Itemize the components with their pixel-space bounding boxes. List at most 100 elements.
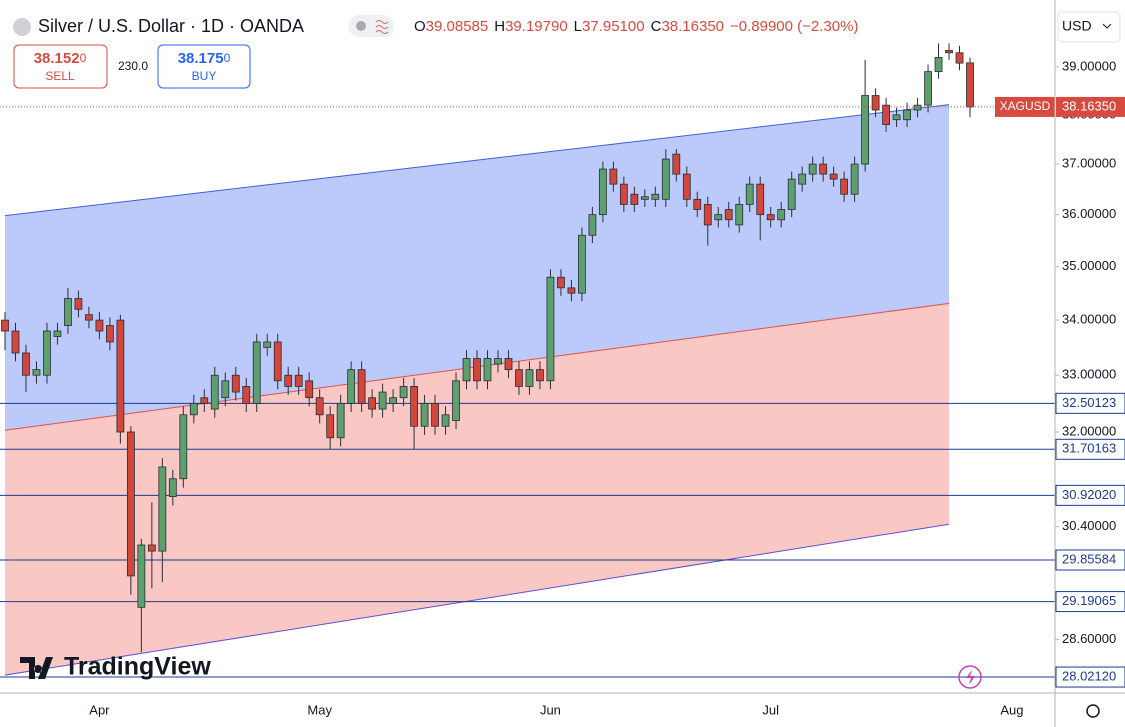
candle-body	[452, 380, 460, 421]
buy-button[interactable]	[157, 44, 251, 89]
candle-body	[924, 71, 932, 106]
ohlc-value: 39.08585	[426, 18, 489, 35]
candle-body	[126, 431, 135, 577]
candle-body	[819, 163, 828, 175]
buy-price: 38.1750	[178, 50, 231, 67]
channel-upper-line	[4, 104, 950, 217]
candle-body	[850, 163, 859, 195]
level-label-box	[1055, 484, 1125, 506]
candle-body	[64, 298, 72, 326]
candle-body	[1, 319, 9, 332]
candle-body	[252, 341, 261, 404]
candle-body	[168, 478, 177, 497]
candle-body	[347, 369, 356, 404]
candle-body	[861, 95, 870, 165]
candle-body	[588, 214, 597, 236]
candle-body	[231, 374, 240, 393]
candle-body	[315, 397, 324, 416]
sell-button[interactable]	[13, 44, 108, 89]
candle-body	[263, 341, 272, 348]
level-label: 28.02120	[1062, 668, 1116, 683]
candle-body	[410, 386, 418, 427]
currency-button[interactable]	[1057, 11, 1121, 43]
alert-bolt	[966, 670, 975, 685]
candle-body	[515, 369, 523, 387]
candle-body	[11, 330, 20, 354]
symbol-label: XAGUSD	[1000, 99, 1051, 113]
last-price-box	[1056, 96, 1125, 117]
channel-upper-area	[5, 104, 950, 431]
y-tick-label: 30.40000	[1062, 518, 1116, 533]
buy-label: BUY	[192, 69, 217, 83]
ohlc-value: 39.19790	[505, 18, 568, 35]
candle-body	[892, 114, 901, 121]
ohlc-key: L	[574, 18, 582, 35]
candle-body	[745, 183, 754, 205]
candle-body	[871, 95, 880, 111]
sell-label: SELL	[45, 69, 75, 83]
candle-body	[945, 50, 953, 54]
candle-body	[210, 374, 219, 410]
ohlc-key: C	[651, 18, 662, 35]
candle-body	[200, 397, 209, 404]
channel-lower-area	[5, 303, 950, 676]
y-tick-label: 33.00000	[1062, 367, 1116, 382]
candle-body	[840, 178, 849, 195]
x-tick-label: Apr	[89, 702, 110, 717]
candle-body	[85, 314, 93, 321]
level-label: 29.85584	[1062, 551, 1116, 566]
candle-body	[756, 183, 765, 216]
ohlc-value: 38.16350	[661, 18, 724, 35]
last-price-label: 38.16350	[1062, 98, 1116, 113]
settings-icon[interactable]	[1086, 704, 1100, 718]
candle-body	[913, 104, 922, 111]
ohlc-values: O39.08585 H39.19790 L37.95100 C38.16350 −0.8…	[414, 18, 858, 35]
candle-body	[137, 544, 146, 608]
x-tick-label: Jun	[540, 702, 561, 717]
candle-body	[777, 209, 786, 221]
candle-body	[735, 204, 744, 226]
buy-price-digit: 0	[224, 51, 231, 65]
y-tick-label: 35.00000	[1062, 258, 1116, 273]
channel-lower-line	[4, 523, 950, 676]
candle-body	[95, 319, 104, 332]
candle-body	[504, 358, 513, 371]
alert-icon[interactable]	[958, 665, 982, 689]
candle-body	[693, 198, 702, 210]
candle-body	[494, 358, 502, 365]
candle-body	[808, 163, 817, 175]
level-label-box	[1055, 392, 1125, 414]
candle-body	[557, 276, 565, 289]
candle-body	[661, 158, 670, 200]
logo-text: TradingView	[64, 653, 211, 681]
candle-body	[473, 358, 481, 382]
level-label-box	[1055, 549, 1125, 571]
y-tick-label: 39.00000	[1062, 58, 1116, 73]
candle-body	[179, 414, 188, 480]
candle-body	[32, 369, 41, 376]
candle-body	[483, 358, 492, 382]
logo-mark	[20, 657, 53, 679]
y-tick-label: 37.00000	[1062, 156, 1116, 171]
candle-body	[74, 298, 83, 310]
candle-body	[640, 196, 649, 200]
candle-body	[294, 374, 303, 387]
y-tick-label: 32.00000	[1062, 423, 1116, 438]
y-tick-label: 28.60000	[1062, 631, 1116, 646]
candle-body	[903, 109, 911, 121]
ohlc-value: 37.95100	[582, 18, 645, 35]
currency-arrow	[1102, 23, 1112, 29]
candle-body	[882, 104, 890, 125]
candle-body	[609, 168, 618, 185]
candle-body	[630, 193, 639, 205]
candle-body	[273, 341, 282, 382]
candle-body	[336, 402, 345, 439]
pill-icon	[375, 20, 389, 34]
level-label: 31.70163	[1062, 441, 1116, 456]
candle-body	[703, 204, 712, 226]
candle-body	[546, 276, 555, 382]
level-label-box	[1055, 438, 1125, 460]
indicator-pill[interactable]	[348, 15, 394, 37]
